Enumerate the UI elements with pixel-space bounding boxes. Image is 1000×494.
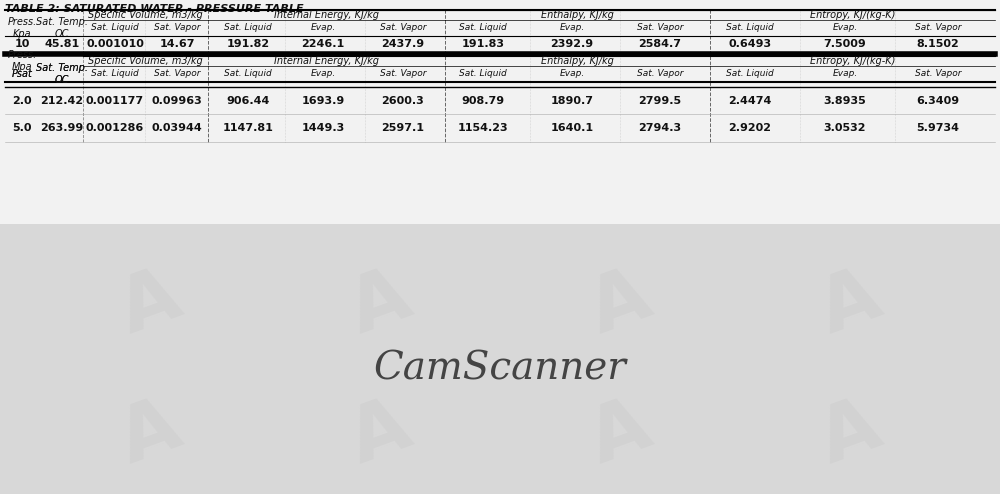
- Text: Sat. Liquid: Sat. Liquid: [224, 24, 272, 33]
- Text: A: A: [580, 389, 660, 479]
- Text: Sat. Vapor: Sat. Vapor: [380, 70, 426, 79]
- Text: Sat. Vapor: Sat. Vapor: [915, 70, 961, 79]
- Text: 45.81: 45.81: [44, 39, 80, 49]
- Text: Internal Energy, KJ/kg: Internal Energy, KJ/kg: [274, 10, 379, 20]
- Text: Entropy, KJ/(kg-K): Entropy, KJ/(kg-K): [810, 56, 895, 66]
- Text: Sat. Vapor: Sat. Vapor: [380, 24, 426, 33]
- Text: Sat. Temp.
OC: Sat. Temp. OC: [36, 17, 88, 39]
- Text: Press.
Mpa: Press. Mpa: [7, 50, 37, 72]
- Text: 2794.3: 2794.3: [638, 123, 682, 133]
- Text: 0.001010: 0.001010: [86, 39, 144, 49]
- Text: 212.42: 212.42: [40, 96, 84, 106]
- Text: Entropy, KJ/(kg-K): Entropy, KJ/(kg-K): [810, 10, 895, 20]
- Text: 191.83: 191.83: [462, 39, 505, 49]
- Text: 0.001286: 0.001286: [86, 123, 144, 133]
- Text: TABLE 2: SATURATED WATER - PRESSURE TABLE: TABLE 2: SATURATED WATER - PRESSURE TABL…: [5, 4, 304, 14]
- Text: 5.9734: 5.9734: [916, 123, 960, 133]
- Text: 10: 10: [14, 39, 30, 49]
- Text: 1693.9: 1693.9: [301, 96, 345, 106]
- Text: Sat. Vapor: Sat. Vapor: [637, 24, 683, 33]
- Text: 2.4474: 2.4474: [728, 96, 772, 106]
- Text: 0.001177: 0.001177: [86, 96, 144, 106]
- Text: Specific Volume, m3/kg: Specific Volume, m3/kg: [88, 56, 203, 66]
- Text: Evap.: Evap.: [832, 24, 858, 33]
- Text: Specific Volume, m3/kg: Specific Volume, m3/kg: [88, 10, 203, 20]
- Text: 5.0: 5.0: [12, 123, 32, 133]
- Bar: [0, 224, 1000, 494]
- Text: Internal Energy, KJ/kg: Internal Energy, KJ/kg: [274, 56, 379, 66]
- Text: Evap.: Evap.: [310, 24, 336, 33]
- Text: A: A: [110, 259, 190, 349]
- Text: 0.6493: 0.6493: [728, 39, 772, 49]
- Text: Sat. Liquid: Sat. Liquid: [91, 70, 139, 79]
- Bar: [0, 224, 1000, 232]
- Text: 2392.9: 2392.9: [550, 39, 594, 49]
- Text: Press.
Kpa: Press. Kpa: [7, 17, 37, 39]
- Text: A: A: [340, 259, 420, 349]
- Text: A: A: [810, 389, 890, 479]
- Text: Sat. Vapor: Sat. Vapor: [915, 24, 961, 33]
- Text: Evap.: Evap.: [832, 70, 858, 79]
- Text: Sat. Vapor: Sat. Vapor: [154, 70, 200, 79]
- Text: 2.0: 2.0: [12, 96, 32, 106]
- Text: Sat. Liquid: Sat. Liquid: [459, 70, 507, 79]
- Text: 2246.1: 2246.1: [301, 39, 345, 49]
- Text: 3.0532: 3.0532: [824, 123, 866, 133]
- Text: CamScanner: CamScanner: [374, 351, 626, 387]
- Text: 3.8935: 3.8935: [824, 96, 866, 106]
- Text: 8.1502: 8.1502: [917, 39, 959, 49]
- Text: 0.03944: 0.03944: [152, 123, 202, 133]
- Text: Sat. Liquid: Sat. Liquid: [726, 24, 774, 33]
- Text: A: A: [810, 259, 890, 349]
- Text: A: A: [110, 389, 190, 479]
- Text: 2597.1: 2597.1: [382, 123, 424, 133]
- Text: 191.82: 191.82: [226, 39, 270, 49]
- Text: Sat. Liquid: Sat. Liquid: [224, 70, 272, 79]
- Text: 14.67: 14.67: [159, 39, 195, 49]
- Text: Sat. Liquid: Sat. Liquid: [459, 24, 507, 33]
- Text: 6.3409: 6.3409: [916, 96, 960, 106]
- Text: 1147.81: 1147.81: [223, 123, 273, 133]
- Bar: [0, 0, 1000, 224]
- Text: Enthalpy, KJ/kg: Enthalpy, KJ/kg: [541, 56, 614, 66]
- Text: Psat: Psat: [12, 69, 32, 79]
- Text: Enthalpy, KJ/kg: Enthalpy, KJ/kg: [541, 10, 614, 20]
- Text: 2437.9: 2437.9: [381, 39, 425, 49]
- Text: 0.09963: 0.09963: [152, 96, 202, 106]
- Text: 1449.3: 1449.3: [301, 123, 345, 133]
- Text: A: A: [580, 259, 660, 349]
- Text: Sat. Liquid: Sat. Liquid: [726, 70, 774, 79]
- Text: Sat. Vapor: Sat. Vapor: [154, 24, 200, 33]
- Text: Psat: Psat: [12, 69, 32, 79]
- Text: Evap.: Evap.: [559, 24, 585, 33]
- Text: 2584.7: 2584.7: [639, 39, 682, 49]
- Text: Sat. Temp.
OC: Sat. Temp. OC: [36, 63, 88, 85]
- Text: 2.9202: 2.9202: [728, 123, 772, 133]
- Text: 906.44: 906.44: [226, 96, 270, 106]
- Text: 908.79: 908.79: [461, 96, 505, 106]
- Text: Evap.: Evap.: [559, 70, 585, 79]
- Text: Sat. Vapor: Sat. Vapor: [637, 70, 683, 79]
- Text: 1154.23: 1154.23: [458, 123, 508, 133]
- Text: 7.5009: 7.5009: [824, 39, 866, 49]
- Text: 1640.1: 1640.1: [550, 123, 594, 133]
- Text: Sat. Temp.
OC: Sat. Temp. OC: [36, 63, 88, 85]
- Text: Sat. Liquid: Sat. Liquid: [91, 24, 139, 33]
- Text: 1890.7: 1890.7: [550, 96, 594, 106]
- Text: 263.99: 263.99: [40, 123, 84, 133]
- Text: A: A: [340, 389, 420, 479]
- Text: 2600.3: 2600.3: [382, 96, 424, 106]
- Text: 2799.5: 2799.5: [638, 96, 682, 106]
- Text: Evap.: Evap.: [310, 70, 336, 79]
